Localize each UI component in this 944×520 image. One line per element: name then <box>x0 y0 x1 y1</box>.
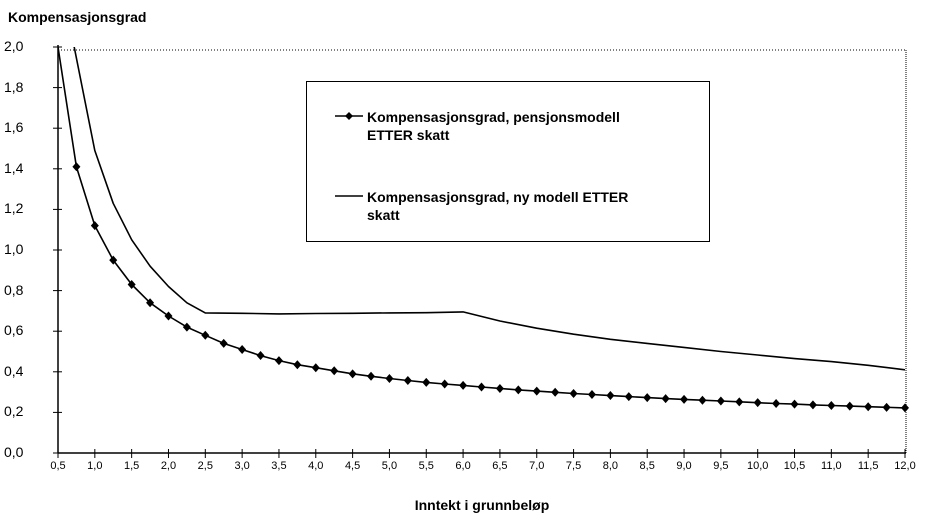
x-tick-label: 5,0 <box>381 460 398 472</box>
x-tick-label: 0,5 <box>50 460 66 472</box>
diamond-marker-icon <box>422 377 431 387</box>
x-tick-label: 10,5 <box>783 460 806 472</box>
diamond-marker-icon <box>845 401 854 411</box>
diamond-marker-icon <box>348 369 357 379</box>
x-tick-label: 4,0 <box>308 460 324 472</box>
x-tick-label: 3,5 <box>271 460 287 472</box>
y-tick-label: 0,4 <box>4 362 24 379</box>
diamond-marker-icon <box>182 322 191 332</box>
legend-swatch-diamond-line-icon <box>335 108 367 126</box>
diamond-marker-icon <box>864 402 873 412</box>
diamond-marker-icon <box>661 394 670 404</box>
diamond-marker-icon <box>901 403 909 413</box>
y-tick-label: 1,2 <box>4 200 24 217</box>
diamond-marker-icon <box>827 400 836 410</box>
x-tick-label: 9,0 <box>676 460 692 472</box>
x-tick-label: 9,5 <box>713 460 729 472</box>
y-tick-label: 1,0 <box>4 241 24 257</box>
x-tick-label: 4,5 <box>344 460 361 472</box>
x-tick-label: 6,0 <box>455 460 471 472</box>
x-tick-label: 12,0 <box>894 460 916 472</box>
diamond-marker-icon <box>882 402 891 412</box>
diamond-marker-icon <box>201 330 210 340</box>
diamond-marker-icon <box>90 221 99 231</box>
diamond-marker-icon <box>624 392 633 402</box>
legend-label-line2: skatt <box>367 207 400 223</box>
diamond-marker-icon <box>403 376 412 386</box>
legend: Kompensasjonsgrad, pensjonsmodell ETTER … <box>306 81 710 242</box>
x-tick-label: 2,0 <box>160 460 177 472</box>
diamond-marker-icon <box>680 394 689 404</box>
x-tick-label: 11,0 <box>821 460 842 472</box>
x-tick-label: 5,5 <box>418 460 434 472</box>
diamond-marker-icon <box>735 397 744 407</box>
y-tick-label: 1,6 <box>4 119 24 136</box>
legend-item-pensjonsmodell: Kompensasjonsgrad, pensjonsmodell ETTER … <box>335 108 707 144</box>
diamond-marker-icon <box>274 356 283 366</box>
diamond-marker-icon <box>256 351 265 361</box>
diamond-marker-icon <box>808 400 817 410</box>
diamond-marker-icon <box>72 162 81 172</box>
legend-label-line1: Kompensasjonsgrad, pensjonsmodell <box>367 109 620 125</box>
y-tick-label: 0,6 <box>4 322 24 339</box>
x-tick-label: 3,0 <box>234 460 250 472</box>
x-tick-label: 8,0 <box>602 460 619 472</box>
diamond-marker-icon <box>569 389 578 399</box>
diamond-marker-icon <box>293 360 302 370</box>
diamond-marker-icon <box>311 363 320 373</box>
diamond-marker-icon <box>753 398 762 408</box>
diamond-marker-icon <box>146 298 155 308</box>
diamond-marker-icon <box>127 280 136 290</box>
diamond-marker-icon <box>109 255 118 265</box>
y-tick-label: 1,4 <box>4 159 24 176</box>
y-axis-title: Kompensasjonsgrad <box>8 9 147 25</box>
diamond-marker-icon <box>477 382 486 392</box>
series-line-1 <box>73 47 906 371</box>
x-tick-label: 7,0 <box>529 460 545 472</box>
y-tick-label: 2,0 <box>4 38 24 54</box>
y-tick-label: 1,8 <box>4 78 24 95</box>
legend-item-ny-modell: Kompensasjonsgrad, ny modell ETTER skatt <box>335 188 707 224</box>
x-tick-label: 7,5 <box>565 460 582 472</box>
y-tick-label: 0,8 <box>4 281 24 298</box>
diamond-marker-icon <box>164 311 173 321</box>
y-tick-label: 0,0 <box>4 444 24 460</box>
diamond-marker-icon <box>385 373 394 383</box>
diamond-marker-icon <box>440 379 449 389</box>
diamond-marker-icon <box>643 393 652 403</box>
x-tick-label: 11,5 <box>857 460 879 472</box>
y-tick-label: 0,2 <box>4 403 24 420</box>
diamond-marker-icon <box>330 366 339 376</box>
x-tick-label: 8,5 <box>639 460 655 472</box>
legend-label-line2: ETTER skatt <box>367 127 450 143</box>
diamond-marker-icon <box>532 386 541 396</box>
diamond-marker-icon <box>367 371 376 381</box>
legend-label-line1: Kompensasjonsgrad, ny modell ETTER <box>367 189 629 205</box>
x-tick-label: 6,5 <box>492 460 508 472</box>
x-tick-label: 10,0 <box>746 460 769 472</box>
diamond-marker-icon <box>790 399 799 409</box>
diamond-marker-icon <box>587 390 596 400</box>
diamond-marker-icon <box>606 391 615 401</box>
diamond-marker-icon <box>698 395 707 405</box>
diamond-marker-icon <box>551 387 560 397</box>
x-tick-label: 1,5 <box>123 460 140 472</box>
diamond-marker-icon <box>772 398 781 408</box>
x-tick-label: 1,0 <box>87 460 103 472</box>
diamond-marker-icon <box>495 383 504 393</box>
legend-swatch-line-icon <box>335 188 367 206</box>
x-axis-title-text: Inntekt i grunnbeløp <box>414 497 550 513</box>
diamond-marker-icon <box>459 380 468 390</box>
x-axis-title: Inntekt i grunnbeløp <box>0 497 944 513</box>
diamond-marker-icon <box>219 338 228 348</box>
diamond-marker-icon <box>514 385 523 395</box>
x-tick-label: 2,5 <box>197 460 213 472</box>
diamond-marker-icon <box>716 396 725 406</box>
diamond-marker-icon <box>238 344 247 354</box>
